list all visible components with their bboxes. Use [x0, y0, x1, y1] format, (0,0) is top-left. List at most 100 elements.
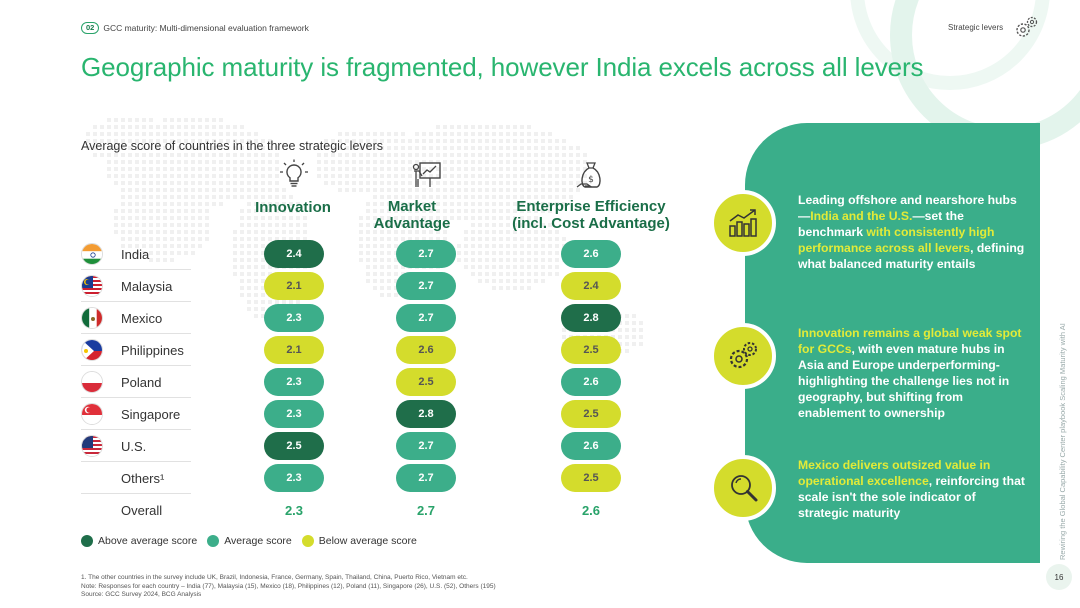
table-row: Others¹ — [81, 463, 191, 494]
insight-icon-circle — [710, 190, 776, 256]
overall-row: Overall — [81, 495, 191, 526]
insight-text-run: Leading offshore and nearshore hubs— — [798, 193, 1017, 223]
table-row: Malaysia — [81, 271, 191, 302]
footnote: 1. The other countries in the survey inc… — [81, 574, 468, 581]
footnote: Source: GCC Survey 2024, BCG Analysis — [81, 591, 202, 598]
legend-dot — [207, 535, 220, 547]
insight-text-run: , defining what balanced maturity entail… — [798, 241, 1025, 271]
country-name: Mexico — [121, 310, 163, 326]
score-pill: 2.5 — [396, 368, 456, 396]
highlighted-text: Innovation remains a global weak spot fo… — [798, 326, 1022, 356]
insight-icon-circle — [710, 455, 776, 521]
lever-heading-innovation: Innovation — [238, 199, 348, 216]
india-flag-icon — [81, 243, 103, 265]
score-pill: 2.3 — [264, 464, 324, 492]
score-pill: 2.6 — [561, 240, 621, 268]
table-row: Poland — [81, 367, 191, 398]
lever-heading-market-advantage: Market Advantage — [362, 198, 462, 232]
overall-score: 2.6 — [581, 503, 601, 518]
table-row: U.S. — [81, 431, 191, 462]
overall-label: Overall — [121, 503, 163, 518]
table-row: India — [81, 239, 191, 270]
score-pill: 2.1 — [264, 336, 324, 364]
legend-label: Below average score — [318, 535, 417, 547]
lever-heading-enterprise-efficiency: Enterprise Efficiency (incl. Cost Advant… — [505, 198, 677, 232]
chart-subtitle: Average score of countries in the three … — [81, 139, 384, 153]
legend: Above average score Average score Below … — [81, 535, 417, 547]
country-name: U.S. — [121, 438, 147, 454]
money-bag-icon: $ — [576, 162, 601, 188]
insight-text-run: —set the benchmark — [798, 209, 964, 239]
insight-icon-circle — [710, 323, 776, 389]
insight-text-run: , with even mature hubs in Asia and Euro… — [798, 342, 1010, 420]
philippines-flag-icon — [81, 339, 103, 361]
score-pill: 2.8 — [396, 400, 456, 428]
legend-item-below: Below average score — [301, 535, 417, 547]
svg-text:$: $ — [588, 175, 594, 185]
insight-text: Leading offshore and nearshore hubs—Indi… — [798, 192, 1028, 272]
score-pill: 2.3 — [264, 368, 324, 396]
legend-label: Above average score — [98, 535, 198, 547]
side-running-title: Rewiring the Global Capability Center pl… — [1058, 323, 1067, 560]
mexico-flag-icon — [81, 307, 103, 329]
malaysia-flag-icon — [81, 275, 103, 297]
lever-name-line: Market — [387, 198, 437, 215]
score-pill: 2.4 — [561, 272, 621, 300]
score-pill: 2.6 — [561, 368, 621, 396]
footnote: Note: Responses for each country – India… — [81, 582, 496, 590]
legend-dot — [301, 535, 314, 547]
legend-dot — [81, 535, 93, 547]
score-pill: 2.6 — [396, 336, 456, 364]
lever-name-line: (incl. Cost Advantage) — [512, 215, 670, 232]
score-pill: 2.7 — [396, 240, 456, 268]
gears-icon — [1016, 16, 1038, 37]
page-number: 16 — [1046, 564, 1072, 590]
score-pill: 2.1 — [264, 272, 324, 300]
overall-score: 2.3 — [284, 503, 304, 518]
gears-icon — [729, 342, 757, 369]
score-pill: 2.5 — [264, 432, 324, 460]
highlighted-text: India and the U.S. — [810, 209, 913, 223]
growth-chart-icon — [729, 209, 757, 237]
chapter-badge: 02 — [81, 22, 100, 34]
highlighted-text: Mexico delivers outsized value in operat… — [798, 458, 991, 488]
presentation-chart-icon — [412, 162, 441, 187]
section-label: Strategic levers — [948, 23, 1004, 32]
score-pill: 2.7 — [396, 272, 456, 300]
country-name: Singapore — [121, 406, 181, 422]
page-title: Geographic maturity is fragmented, howev… — [81, 52, 924, 82]
lever-name-line: Advantage — [373, 215, 451, 232]
chapter-header: 02 GCC maturity: Multi-dimensional evalu… — [81, 22, 309, 34]
country-name: Others¹ — [121, 470, 165, 486]
singapore-flag-icon — [81, 403, 103, 425]
lightbulb-icon — [280, 159, 308, 187]
score-pill: 2.3 — [264, 400, 324, 428]
lever-name: Innovation — [255, 199, 331, 216]
table-row: Mexico — [81, 303, 191, 334]
score-pill: 2.4 — [264, 240, 324, 268]
score-pill: 2.6 — [561, 432, 621, 460]
score-pill: 2.7 — [396, 464, 456, 492]
footnotes: 1. The other countries in the survey inc… — [81, 574, 496, 600]
score-pill: 2.3 — [264, 304, 324, 332]
legend-label: Average score — [224, 535, 292, 547]
poland-flag-icon — [81, 371, 103, 393]
score-pill: 2.8 — [561, 304, 621, 332]
country-name: Poland — [121, 374, 162, 390]
score-pill: 2.5 — [561, 464, 621, 492]
table-row: Singapore — [81, 399, 191, 430]
insights-panel — [745, 123, 1040, 563]
insight-text: Mexico delivers outsized value in operat… — [798, 457, 1028, 521]
score-pill: 2.5 — [561, 336, 621, 364]
chapter-title: GCC maturity: Multi-dimensional evaluati… — [103, 23, 309, 33]
magnifier-icon — [731, 475, 758, 502]
table-row: Philippines — [81, 335, 191, 366]
country-name: India — [121, 246, 150, 262]
overall-score: 2.7 — [416, 503, 436, 518]
highlighted-text: with consistently high performance acros… — [798, 225, 995, 255]
insight-text: Innovation remains a global weak spot fo… — [798, 325, 1028, 421]
score-pill: 2.7 — [396, 304, 456, 332]
lever-name-line: Enterprise Efficiency — [516, 198, 666, 215]
legend-item-average: Average score — [207, 535, 292, 547]
insight-text-run: , reinforcing that scale isn't the sole … — [798, 474, 1025, 520]
